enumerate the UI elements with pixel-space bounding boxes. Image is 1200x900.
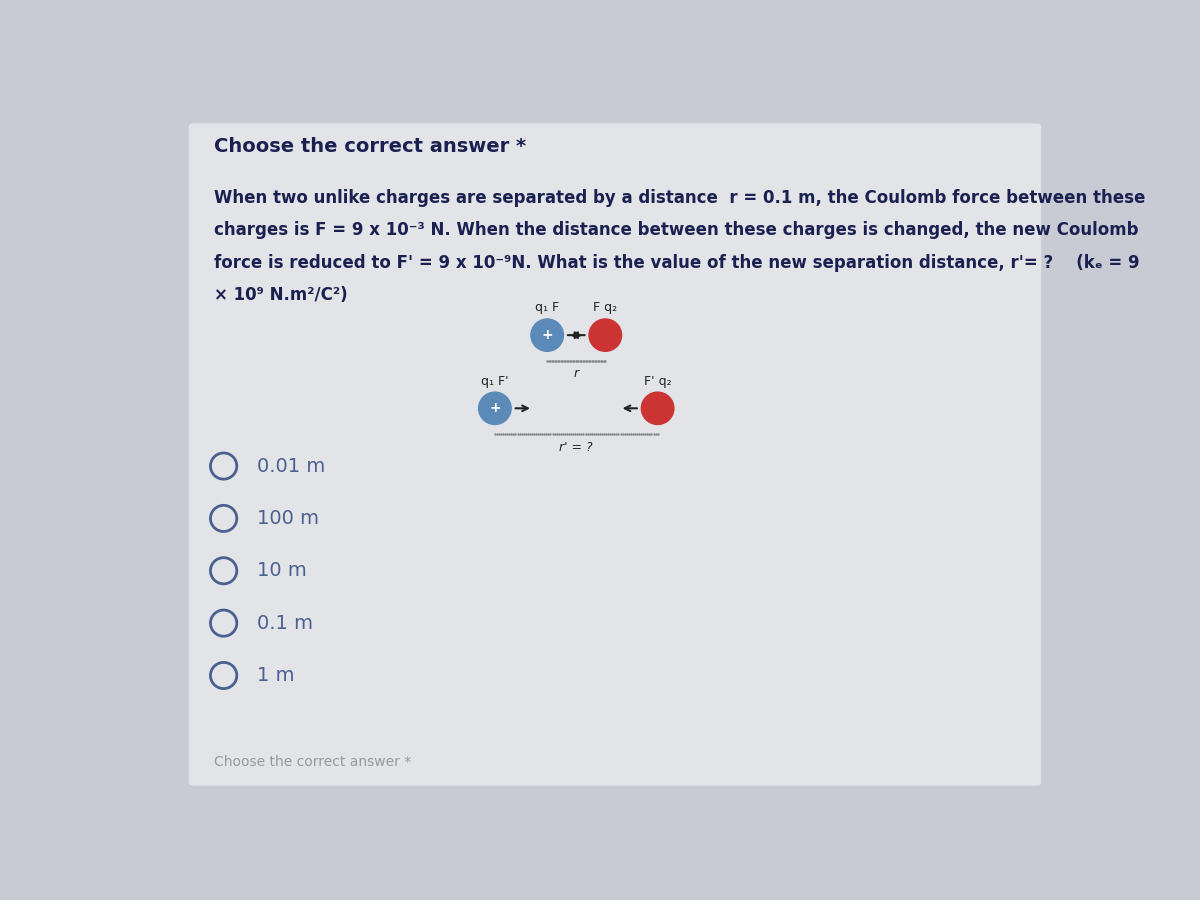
Text: +: +	[541, 328, 553, 342]
Text: r: r	[574, 367, 578, 381]
Text: q₁ F: q₁ F	[535, 302, 559, 314]
Text: 1 m: 1 m	[257, 666, 294, 685]
Text: F q₂: F q₂	[593, 302, 617, 314]
Circle shape	[530, 319, 564, 351]
Text: +: +	[490, 401, 500, 415]
Text: × 10⁹ N.m²/C²): × 10⁹ N.m²/C²)	[214, 286, 347, 304]
Text: charges is F = 9 x 10⁻³ N. When the distance between these charges is changed, t: charges is F = 9 x 10⁻³ N. When the dist…	[214, 221, 1138, 239]
Text: 10 m: 10 m	[257, 562, 307, 580]
Text: 0.01 m: 0.01 m	[257, 456, 325, 475]
Text: F' q₂: F' q₂	[644, 374, 672, 388]
Text: Choose the correct answer *: Choose the correct answer *	[214, 755, 410, 769]
Text: When two unlike charges are separated by a distance  r = 0.1 m, the Coulomb forc: When two unlike charges are separated by…	[214, 189, 1145, 207]
Circle shape	[479, 392, 511, 425]
Circle shape	[589, 319, 622, 351]
Text: Choose the correct answer *: Choose the correct answer *	[214, 138, 526, 157]
FancyBboxPatch shape	[188, 123, 1042, 786]
Text: q₁ F': q₁ F'	[481, 374, 509, 388]
Text: r' = ?: r' = ?	[559, 441, 593, 454]
Text: force is reduced to F' = 9 x 10⁻⁹N. What is the value of the new separation dist: force is reduced to F' = 9 x 10⁻⁹N. What…	[214, 254, 1139, 272]
Text: 100 m: 100 m	[257, 508, 319, 528]
Circle shape	[641, 392, 674, 425]
Text: 0.1 m: 0.1 m	[257, 614, 313, 633]
